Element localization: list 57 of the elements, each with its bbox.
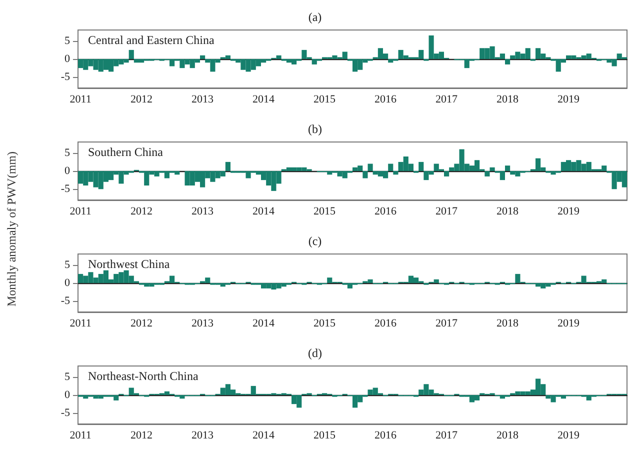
x-tick-label: 2011 (70, 94, 92, 106)
x-tick-label: 2018 (496, 430, 520, 442)
y-axis-title: Monthly anomaly of PWV(mm) (4, 151, 20, 306)
x-tick-label: 2016 (374, 430, 398, 442)
x-tick-label: 2013 (192, 318, 214, 330)
x-tick-label: 2019 (558, 318, 580, 330)
x-tick-label: 2018 (496, 206, 520, 218)
x-tick-label: 2014 (252, 318, 276, 330)
y-tick-label: 5 (64, 258, 70, 271)
annotation: Central and Eastern China (88, 33, 215, 47)
x-tick-label: 2015 (314, 94, 336, 106)
x-tick-label: 2012 (130, 430, 153, 442)
x-tick-label: 2019 (558, 94, 580, 106)
x-tick-label: 2015 (314, 318, 336, 330)
y-tick-label: -5 (60, 183, 70, 196)
x-tick-label: 2013 (192, 94, 214, 106)
x-tick-label: 2019 (558, 430, 580, 442)
x-tick-label: 2013 (192, 206, 214, 218)
x-tick-label: 2018 (496, 94, 520, 106)
x-tick-label: 2011 (70, 318, 92, 330)
annotation: Northwest China (88, 257, 170, 271)
x-tick-label: 2019 (558, 206, 580, 218)
chart-title: (a) (308, 10, 322, 24)
x-tick-label: 2012 (130, 94, 153, 106)
y-tick-label: -5 (60, 407, 70, 420)
annotation: Southern China (88, 145, 164, 159)
x-tick-label: 2014 (252, 206, 276, 218)
y-tick-label: 0 (64, 53, 70, 65)
y-tick-label: 5 (64, 146, 70, 159)
x-tick-label: 2016 (374, 94, 398, 106)
x-tick-label: 2013 (192, 430, 214, 442)
y-tick-label: 5 (64, 370, 70, 383)
x-tick-label: 2017 (436, 94, 458, 106)
y-tick-label: 0 (64, 389, 70, 401)
chart-title: (c) (308, 234, 322, 248)
x-tick-label: 2011 (70, 430, 92, 442)
x-tick-label: 2012 (130, 206, 153, 218)
annotation: Northeast-North China (88, 369, 199, 383)
y-tick-label: 0 (64, 165, 70, 177)
x-tick-label: 2012 (130, 318, 153, 330)
x-tick-label: 2015 (314, 206, 336, 218)
y-tick-label: 0 (64, 277, 70, 289)
y-tick-label: -5 (60, 71, 70, 84)
x-tick-label: 2011 (70, 206, 92, 218)
x-tick-label: 2016 (374, 206, 398, 218)
chart-title: (d) (308, 346, 322, 360)
chart-title: (b) (308, 122, 322, 136)
x-tick-label: 2017 (436, 430, 458, 442)
y-tick-label: -5 (60, 295, 70, 308)
x-tick-label: 2014 (252, 430, 276, 442)
y-tick-label: 5 (64, 34, 70, 47)
x-tick-label: 2018 (496, 318, 520, 330)
x-tick-label: 2014 (252, 94, 276, 106)
x-tick-label: 2017 (436, 318, 458, 330)
x-tick-label: 2015 (314, 430, 336, 442)
x-tick-label: 2016 (374, 318, 398, 330)
x-tick-label: 2017 (436, 206, 458, 218)
